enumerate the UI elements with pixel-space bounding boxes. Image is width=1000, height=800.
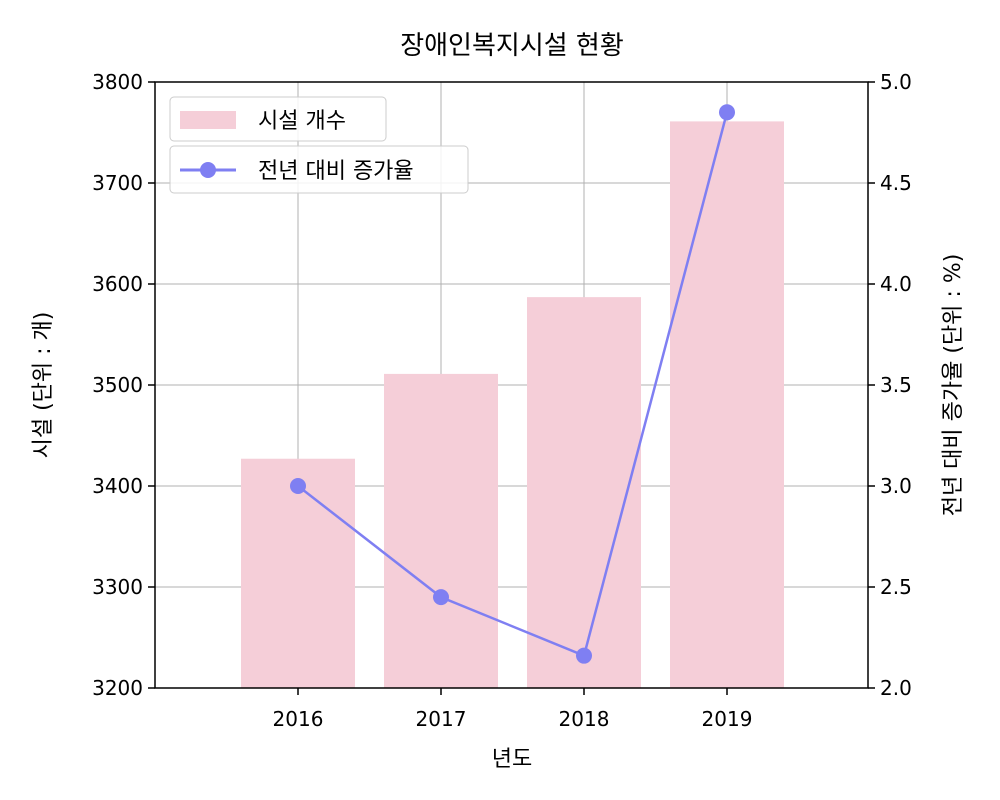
bar — [527, 297, 641, 688]
y2-tick-label: 5.0 — [880, 70, 912, 94]
line-point — [576, 647, 592, 664]
y2-tick-label: 3.5 — [880, 373, 912, 397]
y-tick-label: 3800 — [92, 70, 143, 94]
y2-tick-label: 2.0 — [880, 676, 912, 700]
y-tick-label: 3500 — [92, 373, 143, 397]
y-tick-label: 3700 — [92, 171, 143, 195]
y2-tick-label: 4.0 — [880, 272, 912, 296]
line-point — [433, 589, 449, 606]
bar — [670, 121, 784, 688]
axes: 3200 3300 3400 3500 3600 3700 3800 2.0 2.5 3.0 3.5… — [92, 70, 912, 731]
y2-tick-label: 4.5 — [880, 171, 912, 195]
line-point — [719, 104, 735, 121]
y2-axis-label: 전년 대비 증가율 (단위 : %) — [941, 254, 966, 517]
y-axis-label: 시설 (단위 : 개) — [31, 312, 56, 459]
x-tick-label: 2018 — [559, 707, 610, 731]
chart-title: 장애인복지시설 현황 — [400, 31, 624, 61]
y-tick-label: 3300 — [92, 575, 143, 599]
bar — [241, 458, 355, 688]
line-series — [290, 104, 735, 664]
legend-box-line — [169, 145, 469, 194]
legend-box-bars — [169, 96, 387, 142]
y2-tick-label: 2.5 — [880, 575, 912, 599]
y-tick-label: 3600 — [92, 272, 143, 296]
x-tick-label: 2017 — [416, 707, 467, 731]
bar — [384, 373, 498, 688]
legend-label-bars: 시설 개수 — [258, 109, 346, 134]
x-tick-label: 2019 — [702, 707, 753, 731]
legend-swatch-marker — [200, 162, 216, 178]
legend: 시설 개수 전년 대비 증가율 — [169, 96, 469, 194]
y-tick-label: 3400 — [92, 474, 143, 498]
legend-swatch-bars — [180, 111, 236, 129]
y-tick-label: 3200 — [92, 676, 143, 700]
legend-label-line: 전년 대비 증가율 — [258, 159, 414, 184]
x-axis-label: 년도 — [492, 747, 532, 772]
y2-tick-label: 3.0 — [880, 474, 912, 498]
series-line — [297, 111, 729, 658]
line-point — [290, 478, 306, 494]
bar-series — [241, 121, 784, 688]
x-tick-label: 2016 — [273, 707, 324, 731]
